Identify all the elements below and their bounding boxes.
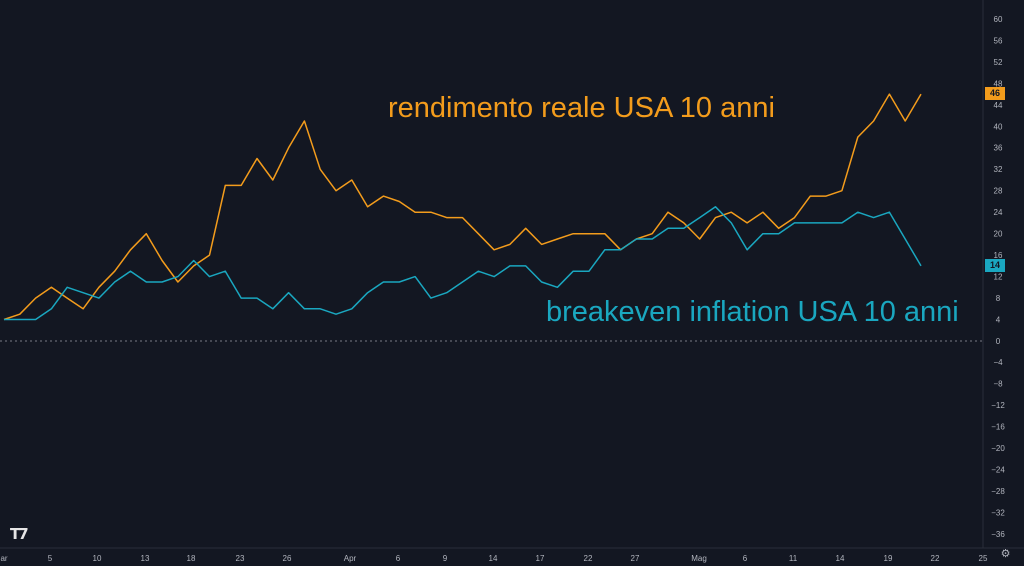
gear-icon[interactable]: ⚙ [1000, 548, 1011, 560]
x-tick-label: 10 [93, 554, 102, 563]
series-label-breakeven: breakeven inflation USA 10 anni [546, 296, 959, 328]
y-tick-label: 4 [996, 315, 1001, 324]
y-tick-label: 56 [994, 36, 1003, 45]
x-tick-label: 22 [584, 554, 593, 563]
x-tick-label: 27 [631, 554, 640, 563]
x-tick-label: 14 [836, 554, 845, 563]
y-tick-label: 44 [994, 101, 1003, 110]
y-tick-label: 12 [994, 272, 1003, 281]
series-label-real-yield: rendimento reale USA 10 anni [388, 92, 775, 124]
y-tick-label: 52 [994, 58, 1003, 67]
y-tick-label: −36 [991, 530, 1005, 539]
y-tick-label: 36 [994, 144, 1003, 153]
y-tick-label: 60 [994, 15, 1003, 24]
y-tick-label: 16 [994, 251, 1003, 260]
y-tick-label: 32 [994, 165, 1003, 174]
last-value-badge-breakeven: 14 [985, 259, 1005, 272]
x-tick-label: 26 [283, 554, 292, 563]
x-tick-label: 6 [396, 554, 401, 563]
y-tick-label: 48 [994, 79, 1003, 88]
y-tick-label: 20 [994, 230, 1003, 239]
x-tick-label: 6 [743, 554, 748, 563]
x-tick-label: 18 [187, 554, 196, 563]
series-line-breakeven [4, 206, 922, 321]
x-tick-label: 25 [979, 554, 988, 563]
x-axis-ticks: ar 5 10 13 18 23 26 Apr 6 9 14 17 22 27 Mag 6 11 14 19 22 25 [0, 554, 988, 563]
tradingview-logo[interactable]: T7 [10, 525, 29, 543]
x-tick-label: 17 [536, 554, 545, 563]
y-tick-label: −16 [991, 423, 1005, 432]
y-tick-label: 28 [994, 187, 1003, 196]
y-tick-label: −12 [991, 401, 1005, 410]
x-tick-label: 9 [443, 554, 448, 563]
x-tick-label: Mag [691, 554, 707, 563]
x-tick-label: 11 [789, 554, 798, 563]
x-tick-label: 5 [48, 554, 53, 563]
last-value-badge-real: 46 [985, 87, 1005, 100]
x-tick-label: 22 [931, 554, 940, 563]
series-lines [3, 93, 922, 321]
x-tick-label: 13 [141, 554, 150, 563]
x-tick-label: 23 [236, 554, 245, 563]
x-tick-label: Apr [344, 554, 357, 563]
y-tick-label: −20 [991, 444, 1005, 453]
y-tick-label: 0 [996, 337, 1001, 346]
series-line-real-yield [3, 93, 922, 321]
y-tick-label: −32 [991, 508, 1005, 517]
y-tick-label: 24 [994, 208, 1003, 217]
y-tick-label: −8 [993, 380, 1003, 389]
y-axis-ticks: 60565248444036322824201612840−4−8−12−16−… [991, 15, 1005, 539]
x-tick-label: 14 [489, 554, 498, 563]
x-tick-label: ar [0, 554, 7, 563]
x-tick-label: 19 [884, 554, 893, 563]
y-tick-label: −4 [993, 358, 1003, 367]
y-tick-label: −24 [991, 465, 1005, 474]
y-tick-label: 40 [994, 122, 1003, 131]
y-tick-label: −28 [991, 487, 1005, 496]
y-tick-label: 8 [996, 294, 1001, 303]
